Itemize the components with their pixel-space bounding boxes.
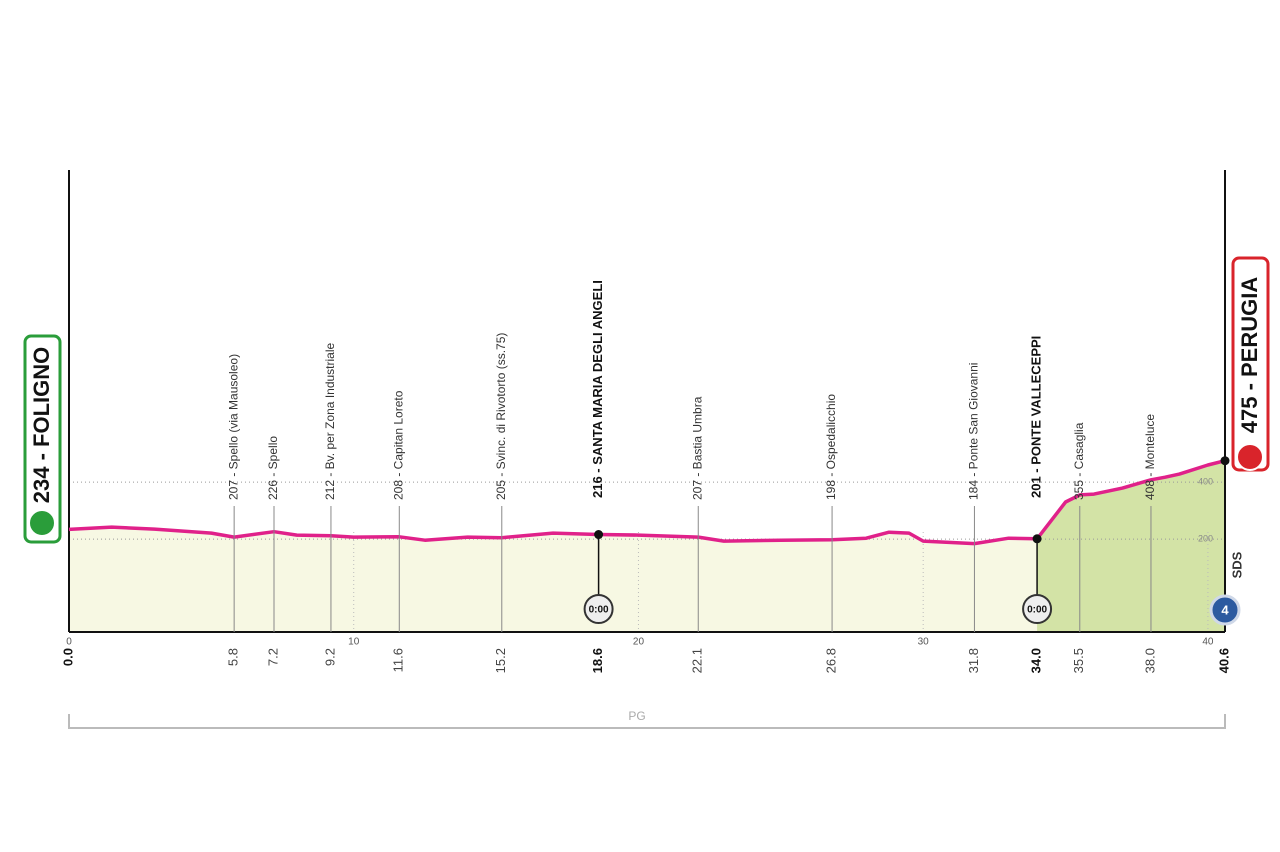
km-label: 9.2 — [322, 648, 337, 666]
waypoint-label: 198 - Ospedalicchio — [824, 394, 838, 500]
start-label: 234 - FOLIGNO — [29, 347, 54, 503]
x-tick-label: 0 — [66, 637, 72, 648]
km-label: 40.6 — [1216, 648, 1231, 673]
km-label: 0.0 — [60, 648, 75, 666]
stage-badge-label: 4 — [1221, 602, 1229, 617]
x-tick-label: 40 — [1202, 637, 1214, 648]
km-label: 11.6 — [391, 648, 406, 672]
km-label: 18.6 — [590, 648, 605, 673]
x-tick-label: 20 — [633, 637, 645, 648]
timing-label: 0:00 — [1027, 605, 1047, 616]
waypoint-label: 212 - Bv. per Zona Industriale — [323, 342, 337, 500]
waypoint-label: 207 - Spello (via Mausoleo) — [226, 354, 240, 500]
waypoint-label: 184 - Ponte San Giovanni — [967, 363, 981, 500]
km-label: 5.8 — [226, 648, 241, 666]
profile-area — [69, 460, 1225, 632]
waypoint-label: 216 - SANTA MARIA DEGLI ANGELI — [590, 280, 605, 498]
region-label: PG — [628, 709, 645, 723]
finish-dot — [1220, 456, 1230, 466]
waypoint-label: 201 - PONTE VALLECEPPI — [1029, 336, 1044, 498]
km-label: 26.8 — [824, 648, 839, 673]
finish-icon — [1236, 443, 1264, 471]
km-label: 34.0 — [1029, 648, 1044, 673]
y-tick-label: 200 — [1198, 533, 1213, 543]
waypoint-label: 205 - Svinc. di Rivotorto (ss.75) — [494, 333, 508, 500]
stage-badge — [1209, 594, 1241, 626]
timing-label: 0:00 — [589, 605, 609, 616]
waypoint-label: 208 - Capitan Loreto — [391, 390, 405, 500]
region-bracket — [68, 714, 1226, 729]
waypoint-label: 226 - Spello — [266, 436, 280, 500]
km-label: 22.1 — [690, 648, 705, 673]
y-tick-label: 400 — [1198, 476, 1213, 486]
waypoint-dot — [594, 530, 604, 540]
climb-area — [1037, 460, 1225, 632]
km-label: 15.2 — [493, 648, 508, 673]
start-icon — [28, 509, 56, 537]
x-tick-label: 10 — [348, 637, 360, 648]
timing-icon — [583, 594, 614, 624]
waypoint-label: 207 - Bastia Umbra — [690, 396, 704, 500]
start-box — [23, 334, 62, 544]
km-label: 38.0 — [1142, 648, 1157, 673]
km-label: 31.8 — [966, 648, 981, 673]
km-label: 7.2 — [265, 648, 280, 666]
finish-label: 475 - PERUGIA — [1237, 277, 1262, 434]
brand-label: SDS — [1229, 551, 1244, 578]
x-tick-label: 30 — [918, 637, 930, 648]
waypoint-label: 355 - Casaglia — [1072, 422, 1086, 500]
profile-line — [68, 459, 1226, 546]
waypoint-label: 408 - Monteluce — [1143, 414, 1157, 500]
km-label: 35.5 — [1071, 648, 1086, 673]
waypoint-dot — [1032, 534, 1042, 544]
timing-icon — [1022, 594, 1053, 624]
